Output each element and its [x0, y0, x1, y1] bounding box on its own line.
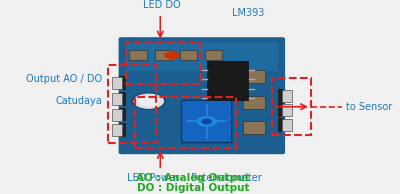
Bar [282, 90, 292, 102]
Bar [112, 77, 122, 89]
Bar [278, 118, 284, 132]
Bar [154, 50, 172, 60]
Bar [243, 96, 265, 109]
Bar [130, 50, 147, 60]
Circle shape [138, 96, 159, 106]
Text: AO : Analog Output: AO : Analog Output [136, 172, 250, 183]
Text: Potensiometer: Potensiometer [191, 173, 261, 183]
Bar [119, 123, 126, 137]
Bar [112, 124, 122, 136]
Text: LED DO: LED DO [144, 0, 181, 10]
Bar [205, 50, 222, 60]
Bar [112, 109, 122, 120]
Bar [278, 103, 284, 117]
Bar [126, 42, 201, 84]
Bar [108, 65, 156, 143]
Bar [119, 76, 126, 90]
Bar [126, 42, 278, 71]
Text: Output AO / DO: Output AO / DO [26, 74, 102, 84]
Circle shape [165, 52, 179, 59]
Text: Catudaya: Catudaya [56, 96, 102, 106]
Bar [243, 70, 265, 83]
Circle shape [132, 93, 166, 109]
Text: DO : Digital Output: DO : Digital Output [137, 183, 250, 193]
Bar [282, 104, 292, 116]
Bar [119, 92, 126, 106]
Bar [112, 93, 122, 105]
Bar [180, 50, 197, 60]
Bar [282, 119, 292, 131]
Text: to Sensor: to Sensor [346, 102, 392, 112]
Bar [243, 121, 265, 134]
FancyBboxPatch shape [118, 37, 285, 154]
Bar [272, 78, 311, 135]
FancyBboxPatch shape [182, 100, 232, 143]
Circle shape [134, 94, 164, 108]
Bar [207, 61, 249, 101]
Bar [119, 108, 126, 121]
Bar [278, 89, 284, 103]
Text: LM393: LM393 [232, 8, 264, 17]
Circle shape [197, 117, 216, 126]
Bar [135, 97, 236, 148]
Text: LED Power: LED Power [127, 173, 178, 183]
Circle shape [202, 119, 211, 124]
